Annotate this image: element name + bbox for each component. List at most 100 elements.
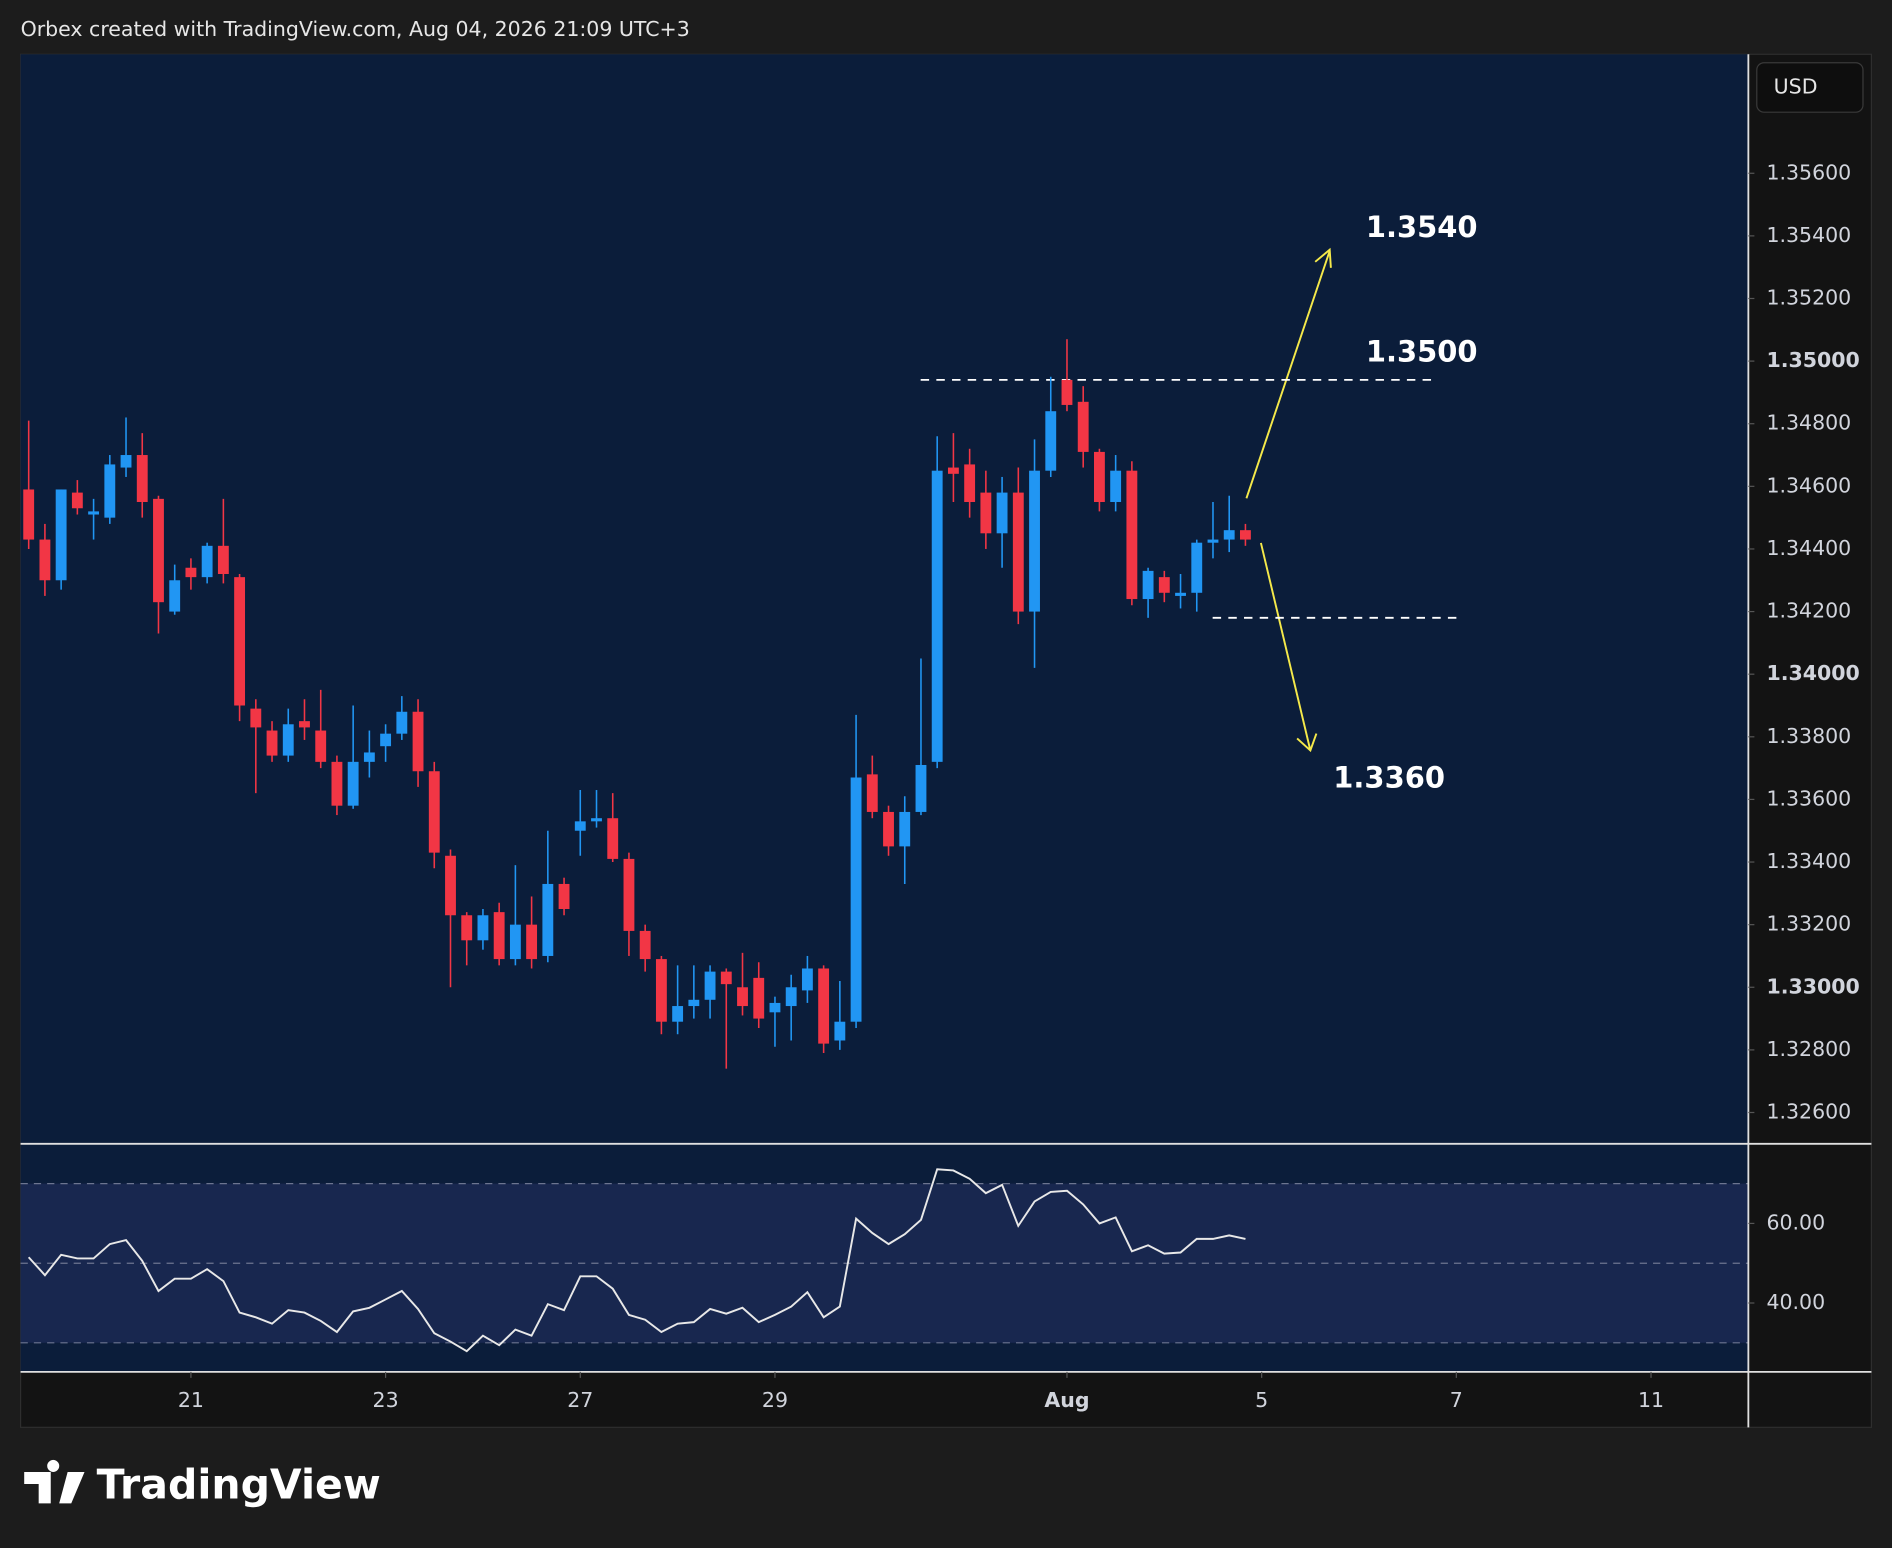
- candle-body: [509, 924, 521, 960]
- candle-body: [363, 752, 375, 762]
- x-tick-label: 7: [1450, 1388, 1463, 1412]
- candle-body: [1045, 411, 1057, 471]
- candle-body: [1191, 542, 1203, 593]
- candle-body: [136, 455, 148, 502]
- y-tick-label: 1.34600: [1766, 473, 1851, 497]
- candle-body: [818, 968, 830, 1044]
- candle-body: [1126, 470, 1138, 600]
- candle-body: [1110, 470, 1122, 502]
- candle-body: [996, 492, 1008, 534]
- y-tick-label: 1.32800: [1766, 1037, 1851, 1061]
- arrow-up: [1245, 250, 1331, 499]
- candle-body: [493, 912, 505, 960]
- candle-body: [347, 761, 359, 806]
- candle-body: [380, 733, 392, 747]
- candle-body: [315, 730, 327, 762]
- candle-body: [1175, 592, 1186, 596]
- candle-body: [1207, 539, 1219, 543]
- candle-body: [737, 987, 748, 1007]
- candle-body: [639, 930, 651, 960]
- candle-body: [574, 821, 586, 831]
- candle-body: [55, 489, 67, 581]
- candle-body: [461, 915, 473, 941]
- candle-body: [542, 883, 554, 956]
- candle-body: [688, 999, 700, 1007]
- brand-logo-shape: [24, 1459, 85, 1504]
- candle-body: [753, 977, 765, 1019]
- candle-body: [1077, 401, 1089, 452]
- x-tick-label: Aug: [1044, 1388, 1089, 1412]
- candle-body: [558, 883, 570, 909]
- candle-body: [931, 470, 943, 762]
- arrow-down: [1259, 542, 1312, 751]
- candle-body: [71, 492, 83, 509]
- y-tick-label: 1.34800: [1766, 411, 1851, 435]
- currency: USD: [1774, 74, 1818, 98]
- candle-body: [1240, 530, 1251, 540]
- candle-body: [331, 761, 343, 806]
- candle-body: [169, 580, 181, 612]
- candle-body: [623, 858, 635, 931]
- candle-body: [785, 987, 797, 1007]
- candle-body: [23, 489, 35, 540]
- candle-body: [1012, 492, 1024, 612]
- x-tick-label: 11: [1638, 1388, 1664, 1412]
- annotation: 1.3360: [1333, 760, 1445, 794]
- currency-box[interactable]: [1756, 62, 1864, 113]
- candle-body: [883, 811, 894, 847]
- rsi-line: [27, 1168, 1246, 1353]
- y-tick-label: 1.34000: [1766, 661, 1859, 685]
- candle-body: [120, 455, 132, 468]
- candle-body: [250, 708, 262, 728]
- x-tick-label: 27: [567, 1388, 593, 1412]
- candle-body: [185, 567, 197, 578]
- arrow-head: [1314, 247, 1332, 268]
- arrows: [1245, 247, 1332, 753]
- candle-body: [591, 818, 602, 822]
- candle-body: [282, 724, 294, 756]
- candle-body: [1029, 470, 1040, 612]
- candle-body: [915, 764, 927, 812]
- credit: Orbex created with TradingView.com, Aug …: [21, 17, 690, 41]
- y-tick-label: 1.33400: [1766, 849, 1851, 873]
- candle-body: [964, 464, 976, 502]
- candle-body: [655, 959, 667, 1022]
- candle-body: [980, 492, 992, 534]
- candle-body: [672, 1006, 684, 1022]
- candle-body: [477, 915, 489, 941]
- candle-body: [866, 774, 878, 812]
- candle-body: [88, 511, 100, 515]
- y-tick-label: 1.33000: [1766, 974, 1859, 998]
- candle-body: [850, 777, 862, 1022]
- candle-body: [1158, 577, 1170, 593]
- y-tick-label: 1.35400: [1766, 223, 1851, 247]
- candle-body: [801, 968, 813, 991]
- candle-body: [720, 971, 732, 985]
- candle-body: [769, 1002, 781, 1013]
- arrow-head: [1296, 733, 1318, 753]
- y-tick-label: 1.34400: [1766, 536, 1851, 560]
- x-tick-label: 29: [762, 1388, 788, 1412]
- candle-body: [526, 924, 538, 960]
- candle-body: [445, 855, 456, 916]
- candle-body: [217, 545, 229, 575]
- candle-body: [104, 464, 116, 518]
- y-tick-label: 40.00: [1766, 1290, 1825, 1314]
- y-tick-label: 1.32600: [1766, 1099, 1851, 1123]
- candle-body: [607, 818, 619, 859]
- candle-body: [428, 771, 440, 853]
- candle-body: [299, 721, 310, 728]
- candle-body: [39, 539, 51, 581]
- candle-body: [266, 730, 278, 756]
- x-tick-label: 23: [373, 1388, 399, 1412]
- candle-body: [1142, 570, 1154, 600]
- annotation: 1.3540: [1366, 210, 1478, 244]
- y-tick-label: 1.34200: [1766, 599, 1851, 623]
- y-tick-label: 1.33600: [1766, 786, 1851, 810]
- candle-body: [201, 545, 213, 578]
- candle-body: [704, 971, 716, 1000]
- candle-body: [1223, 530, 1235, 540]
- y-tick-label: 60.00: [1766, 1210, 1825, 1234]
- y-tick-label: 1.35600: [1766, 160, 1851, 184]
